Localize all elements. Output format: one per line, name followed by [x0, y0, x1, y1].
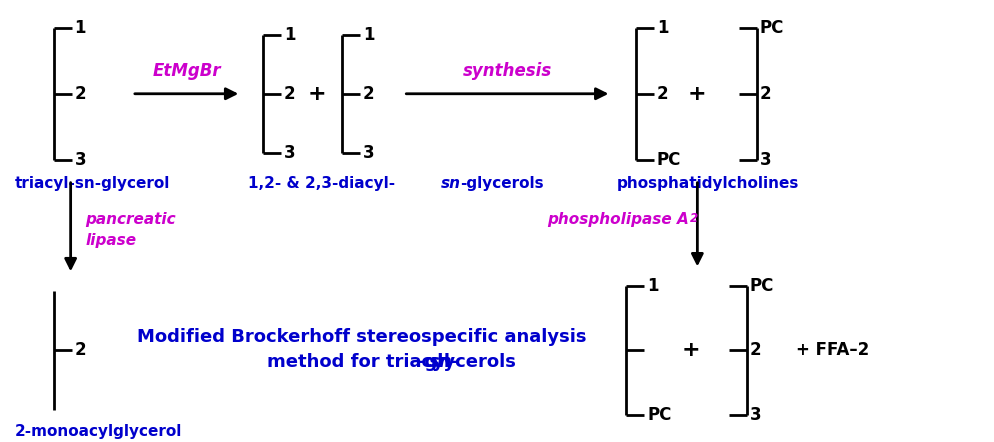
Text: pancreatic: pancreatic: [85, 212, 176, 227]
Text: method for triacyl-: method for triacyl-: [266, 353, 456, 371]
Text: 2: 2: [283, 85, 295, 103]
Text: 1: 1: [363, 26, 374, 44]
Text: phospholipase A: phospholipase A: [547, 212, 689, 227]
Text: PC: PC: [748, 277, 773, 295]
Text: EtMgBr: EtMgBr: [152, 62, 221, 80]
Text: 2-monoacylglycerol: 2-monoacylglycerol: [14, 424, 182, 439]
Text: triacyl-sn-glycerol: triacyl-sn-glycerol: [14, 175, 170, 191]
Text: 3: 3: [283, 144, 295, 162]
Text: +: +: [681, 340, 699, 360]
Text: 1: 1: [75, 19, 86, 37]
Text: PC: PC: [758, 19, 783, 37]
Text: 2: 2: [689, 212, 697, 225]
Text: 1: 1: [646, 277, 658, 295]
Text: +: +: [308, 84, 326, 104]
Text: PC: PC: [646, 405, 671, 423]
Text: 2: 2: [656, 85, 668, 103]
Text: 2: 2: [75, 85, 86, 103]
Text: 1: 1: [656, 19, 668, 37]
Text: sn: sn: [440, 175, 460, 191]
Text: 1: 1: [283, 26, 295, 44]
Text: 2: 2: [75, 341, 86, 359]
Text: 2: 2: [748, 341, 760, 359]
Text: 3: 3: [75, 151, 86, 169]
Text: 3: 3: [748, 405, 760, 423]
Text: 3: 3: [363, 144, 374, 162]
Text: 2: 2: [758, 85, 770, 103]
Text: -glycerols: -glycerols: [460, 175, 544, 191]
Text: synthesis: synthesis: [462, 62, 552, 80]
Text: PC: PC: [656, 151, 681, 169]
Text: lipase: lipase: [85, 233, 136, 248]
Text: 3: 3: [758, 151, 770, 169]
Text: 1,2- & 2,3-diacyl-: 1,2- & 2,3-diacyl-: [248, 175, 395, 191]
Text: Modified Brockerhoff stereospecific analysis: Modified Brockerhoff stereospecific anal…: [137, 328, 585, 346]
Text: 2: 2: [363, 85, 374, 103]
Text: phosphatidylcholines: phosphatidylcholines: [616, 175, 798, 191]
Text: +: +: [688, 84, 706, 104]
Text: sn: sn: [428, 353, 452, 371]
Text: + FFA–2: + FFA–2: [795, 341, 869, 359]
Text: -glycerols: -glycerols: [416, 353, 515, 371]
